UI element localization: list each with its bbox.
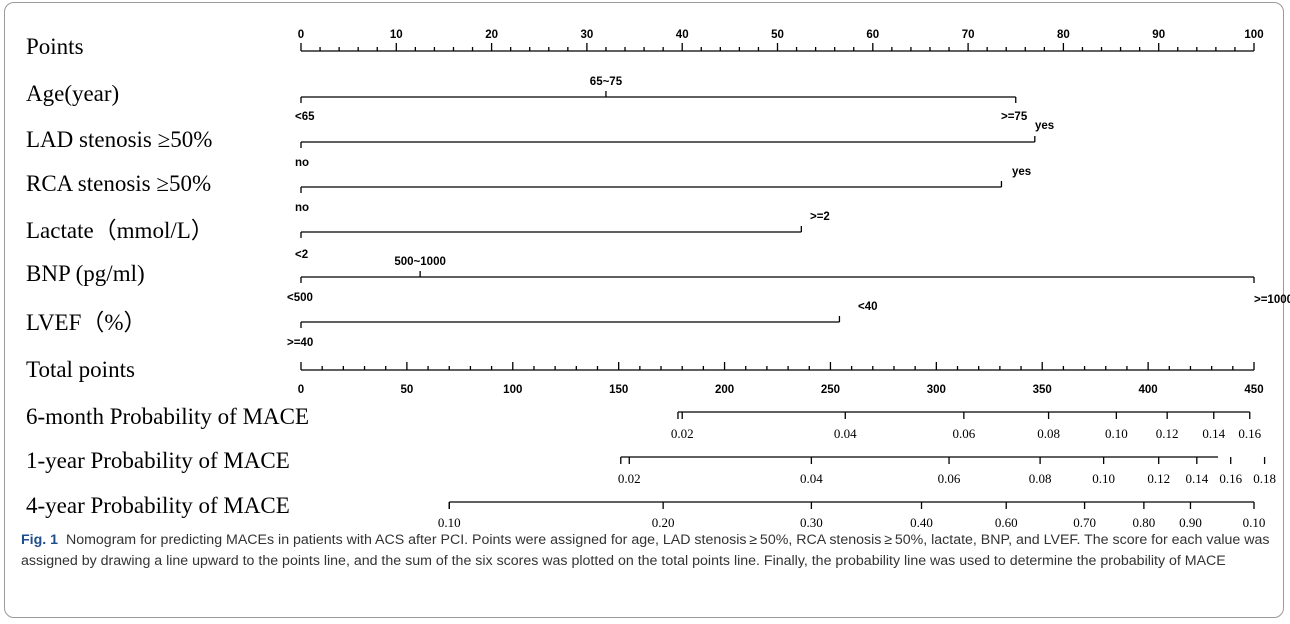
predictor-level-label: yes bbox=[1012, 166, 1031, 178]
probability-tick-label: 0.90 bbox=[1179, 515, 1202, 528]
predictor-level-label: <500 bbox=[287, 292, 313, 304]
points-tick-label: 20 bbox=[485, 29, 498, 41]
predictor-level-label: no bbox=[295, 157, 309, 169]
figure-caption-lead: Fig. 1 bbox=[21, 532, 59, 548]
nomogram-chart: Points 0 10 20 30 40 50 60 70 80 90 100 Age(year) <65… bbox=[26, 29, 1290, 528]
probability-tick-label: 0.16 bbox=[1219, 471, 1242, 486]
points-tick-label: 0 bbox=[298, 29, 304, 41]
predictor-label: Lactate（mmol/L） bbox=[26, 218, 214, 243]
probability-tick-label: 0.02 bbox=[618, 471, 641, 486]
total-points-tick-label: 50 bbox=[400, 384, 413, 396]
probability-tick-label: 0.20 bbox=[652, 515, 675, 528]
probability-tick-label: 0.30 bbox=[800, 515, 823, 528]
points-tick-label: 60 bbox=[866, 29, 879, 41]
predictor-level-label: >=2 bbox=[810, 211, 830, 223]
probability-tick-label: 0.70 bbox=[1073, 515, 1096, 528]
probability-tick-label: 0.10 bbox=[438, 515, 461, 528]
probability-tick-label: 0.10 bbox=[1092, 471, 1115, 486]
total-points-tick-label: 400 bbox=[1139, 384, 1158, 396]
total-points-tick-label: 150 bbox=[609, 384, 628, 396]
probability-tick-label: 0.18 bbox=[1253, 471, 1276, 486]
total-points-tick-label: 0 bbox=[298, 384, 304, 396]
probability-axis-label: 6-month Probability of MACE bbox=[26, 404, 309, 429]
predictor-label: LAD stenosis ≥50% bbox=[26, 127, 212, 152]
total-points-tick-label: 100 bbox=[503, 384, 522, 396]
predictor-level-label: <65 bbox=[295, 111, 315, 123]
probability-tick-label: 0.14 bbox=[1185, 471, 1208, 486]
total-points-axis-label: Total points bbox=[26, 357, 135, 382]
probability-tick-label: 0.14 bbox=[1202, 426, 1225, 441]
points-tick-label: 10 bbox=[390, 29, 403, 41]
predictor-level-label: >=75 bbox=[1001, 111, 1028, 123]
predictor-label: Age(year) bbox=[26, 81, 119, 106]
points-tick-label: 80 bbox=[1057, 29, 1070, 41]
points-tick-label: 50 bbox=[771, 29, 784, 41]
points-tick-label: 90 bbox=[1152, 29, 1165, 41]
figure-caption: Fig. 1 Nomogram for predicting MACEs in … bbox=[21, 530, 1271, 572]
points-tick-label: 40 bbox=[676, 29, 689, 41]
predictor-level-label: >=40 bbox=[287, 337, 313, 349]
predictor-label: LVEF（%） bbox=[26, 310, 147, 335]
total-points-tick-label: 450 bbox=[1244, 384, 1263, 396]
probability-tick-label: 0.04 bbox=[834, 426, 857, 441]
probability-tick-label: 0.02 bbox=[671, 426, 694, 441]
predictor-level-label: <2 bbox=[295, 249, 308, 261]
total-points-tick-label: 300 bbox=[927, 384, 946, 396]
total-points-tick-label: 200 bbox=[715, 384, 734, 396]
probability-axis-label: 4-year Probability of MACE bbox=[26, 493, 290, 518]
predictor-level-label: 500~1000 bbox=[394, 256, 446, 268]
predictor-level-label: 65~75 bbox=[590, 76, 623, 88]
total-points-tick-label: 250 bbox=[821, 384, 840, 396]
probability-tick-label: 0.04 bbox=[800, 471, 823, 486]
probability-tick-label: 0.16 bbox=[1238, 426, 1261, 441]
points-tick-label: 30 bbox=[581, 29, 594, 41]
probability-axis-label: 1-year Probability of MACE bbox=[26, 448, 290, 473]
predictor-level-label: >=1000 bbox=[1254, 294, 1290, 306]
figure-frame bbox=[4, 2, 1284, 618]
points-tick-label: 70 bbox=[962, 29, 975, 41]
probability-tick-label: 0.06 bbox=[952, 426, 975, 441]
predictor-label: RCA stenosis ≥50% bbox=[26, 171, 211, 196]
probability-tick-label: 0.12 bbox=[1147, 471, 1170, 486]
probability-tick-label: 0.10 bbox=[1105, 426, 1128, 441]
probability-tick-label: 0.80 bbox=[1133, 515, 1156, 528]
probability-tick-label: 0.40 bbox=[910, 515, 933, 528]
probability-tick-label: 0.08 bbox=[1037, 426, 1060, 441]
total-points-tick-label: 350 bbox=[1033, 384, 1052, 396]
probability-tick-label: 0.12 bbox=[1156, 426, 1179, 441]
probability-tick-label: 0.08 bbox=[1029, 471, 1052, 486]
probability-tick-label: 0.06 bbox=[938, 471, 961, 486]
probability-tick-label: 0.10 bbox=[1243, 515, 1266, 528]
points-axis-label: Points bbox=[26, 34, 84, 59]
predictor-level-label: <40 bbox=[858, 301, 878, 313]
figure-caption-text: Nomogram for predicting MACEs in patient… bbox=[21, 532, 1270, 569]
probability-tick-label: 0.60 bbox=[995, 515, 1018, 528]
predictor-level-label: no bbox=[295, 202, 309, 214]
predictor-label: BNP (pg/ml) bbox=[26, 261, 145, 286]
predictor-level-label: yes bbox=[1035, 120, 1054, 132]
points-tick-label: 100 bbox=[1244, 29, 1263, 41]
